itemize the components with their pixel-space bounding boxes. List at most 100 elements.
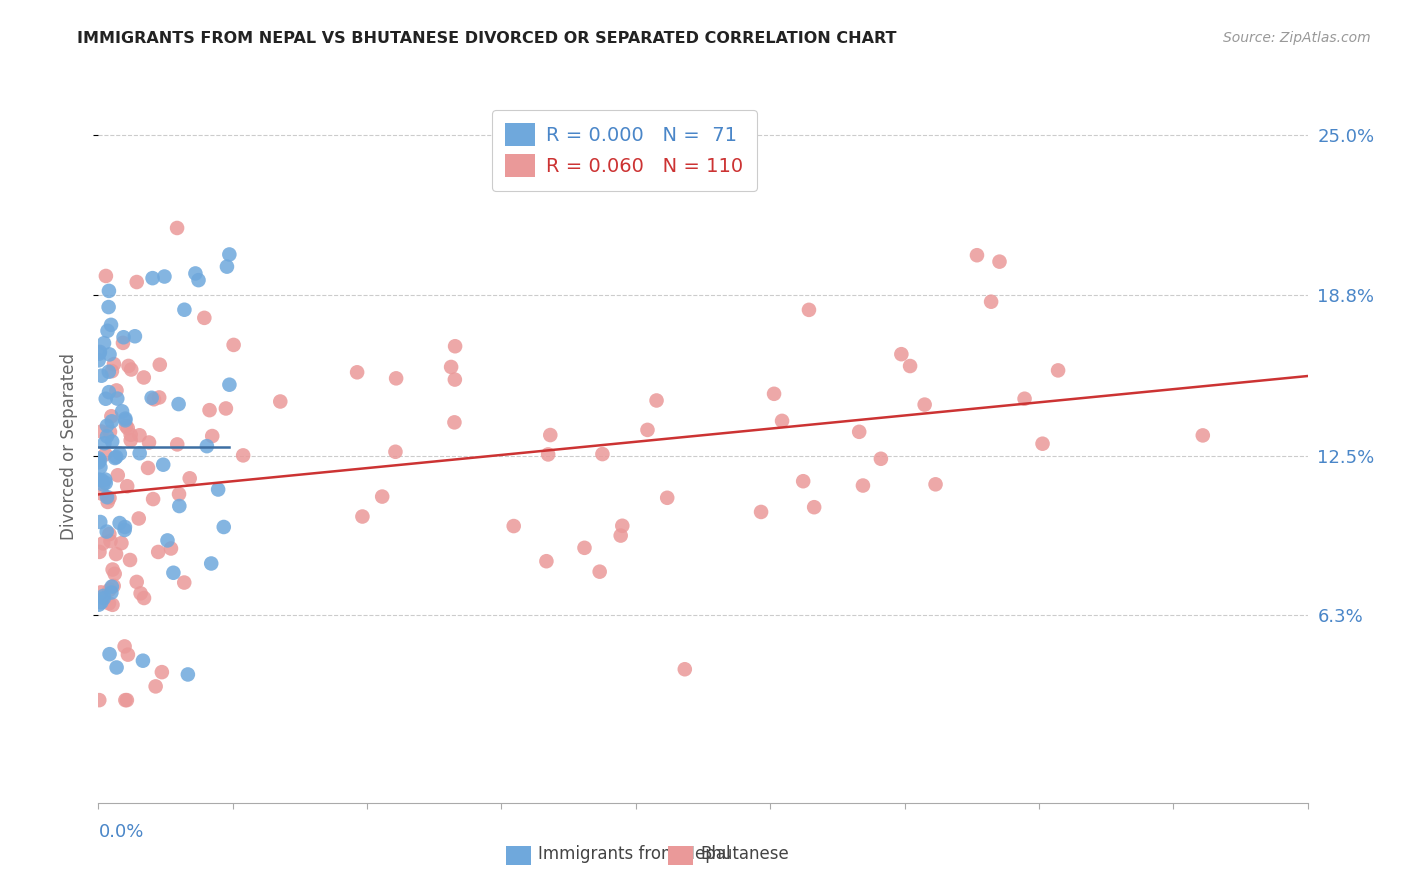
Point — [114, 413, 136, 427]
Point — [96, 429, 118, 443]
Point — [120, 362, 142, 376]
Point — [89, 473, 111, 487]
Point — [145, 680, 167, 694]
Point — [538, 428, 561, 442]
Point — [443, 415, 465, 429]
Point — [118, 553, 141, 567]
Point — [870, 451, 893, 466]
Point — [101, 434, 124, 449]
Point — [104, 566, 127, 581]
Point — [110, 536, 132, 550]
Point — [792, 474, 814, 488]
Point — [94, 473, 117, 487]
Point — [90, 473, 112, 487]
Point — [90, 425, 112, 439]
Point — [115, 479, 138, 493]
Point — [128, 511, 150, 525]
Point — [98, 425, 121, 439]
Point — [117, 648, 139, 662]
Point — [87, 455, 110, 469]
Point — [149, 358, 172, 372]
Point — [195, 439, 218, 453]
Point — [98, 385, 121, 400]
Point — [98, 647, 121, 661]
Point — [91, 477, 114, 491]
Point — [114, 693, 136, 707]
Point — [111, 335, 134, 350]
Text: Source: ZipAtlas.com: Source: ZipAtlas.com — [1223, 31, 1371, 45]
Point — [852, 478, 875, 492]
Point — [89, 345, 111, 359]
Point — [645, 393, 668, 408]
Point — [115, 418, 138, 433]
Point — [136, 461, 159, 475]
Point — [162, 566, 184, 580]
Point — [166, 437, 188, 451]
Point — [128, 428, 150, 442]
Point — [112, 330, 135, 344]
Point — [201, 429, 224, 443]
Point — [657, 491, 679, 505]
Point — [97, 284, 120, 298]
Point — [93, 436, 115, 450]
Point — [574, 541, 596, 555]
Point — [173, 302, 195, 317]
Point — [143, 392, 166, 407]
Point — [108, 516, 131, 530]
Point — [101, 364, 124, 378]
Point — [104, 450, 127, 465]
Point — [98, 582, 121, 597]
Point — [89, 515, 111, 529]
Point — [142, 492, 165, 507]
Point — [98, 596, 121, 610]
Y-axis label: Divorced or Separated: Divorced or Separated — [59, 352, 77, 540]
Point — [108, 447, 131, 461]
Point — [128, 446, 150, 460]
Point — [444, 339, 467, 353]
Point — [502, 519, 524, 533]
Point — [90, 595, 112, 609]
Point — [89, 545, 111, 559]
Point — [105, 450, 128, 464]
Point — [848, 425, 870, 439]
Point — [173, 575, 195, 590]
Point — [103, 579, 125, 593]
Point — [96, 418, 118, 433]
Point — [1047, 363, 1070, 377]
Point — [87, 353, 110, 368]
Point — [93, 591, 115, 606]
Point — [105, 547, 128, 561]
Point — [179, 471, 201, 485]
Point — [890, 347, 912, 361]
Point — [96, 490, 118, 504]
Point — [101, 414, 124, 428]
Point — [609, 528, 631, 542]
Point — [94, 447, 117, 461]
Point — [988, 254, 1011, 268]
Point — [384, 444, 406, 458]
Point — [138, 435, 160, 450]
Point — [132, 654, 155, 668]
Point — [141, 391, 163, 405]
Point — [90, 368, 112, 383]
Point — [103, 357, 125, 371]
Point — [803, 500, 825, 515]
Point — [898, 359, 921, 373]
Point — [167, 397, 190, 411]
Point — [91, 536, 114, 550]
Point — [148, 545, 170, 559]
Point — [797, 302, 820, 317]
Point — [770, 414, 793, 428]
Point — [215, 260, 238, 274]
Point — [218, 377, 240, 392]
Point — [107, 468, 129, 483]
Point — [94, 475, 117, 490]
Point — [96, 524, 118, 539]
Point — [215, 401, 238, 416]
Point — [89, 460, 111, 475]
Point — [142, 271, 165, 285]
Point — [153, 269, 176, 284]
Point — [114, 520, 136, 534]
Point — [537, 447, 560, 461]
Point — [156, 533, 179, 548]
